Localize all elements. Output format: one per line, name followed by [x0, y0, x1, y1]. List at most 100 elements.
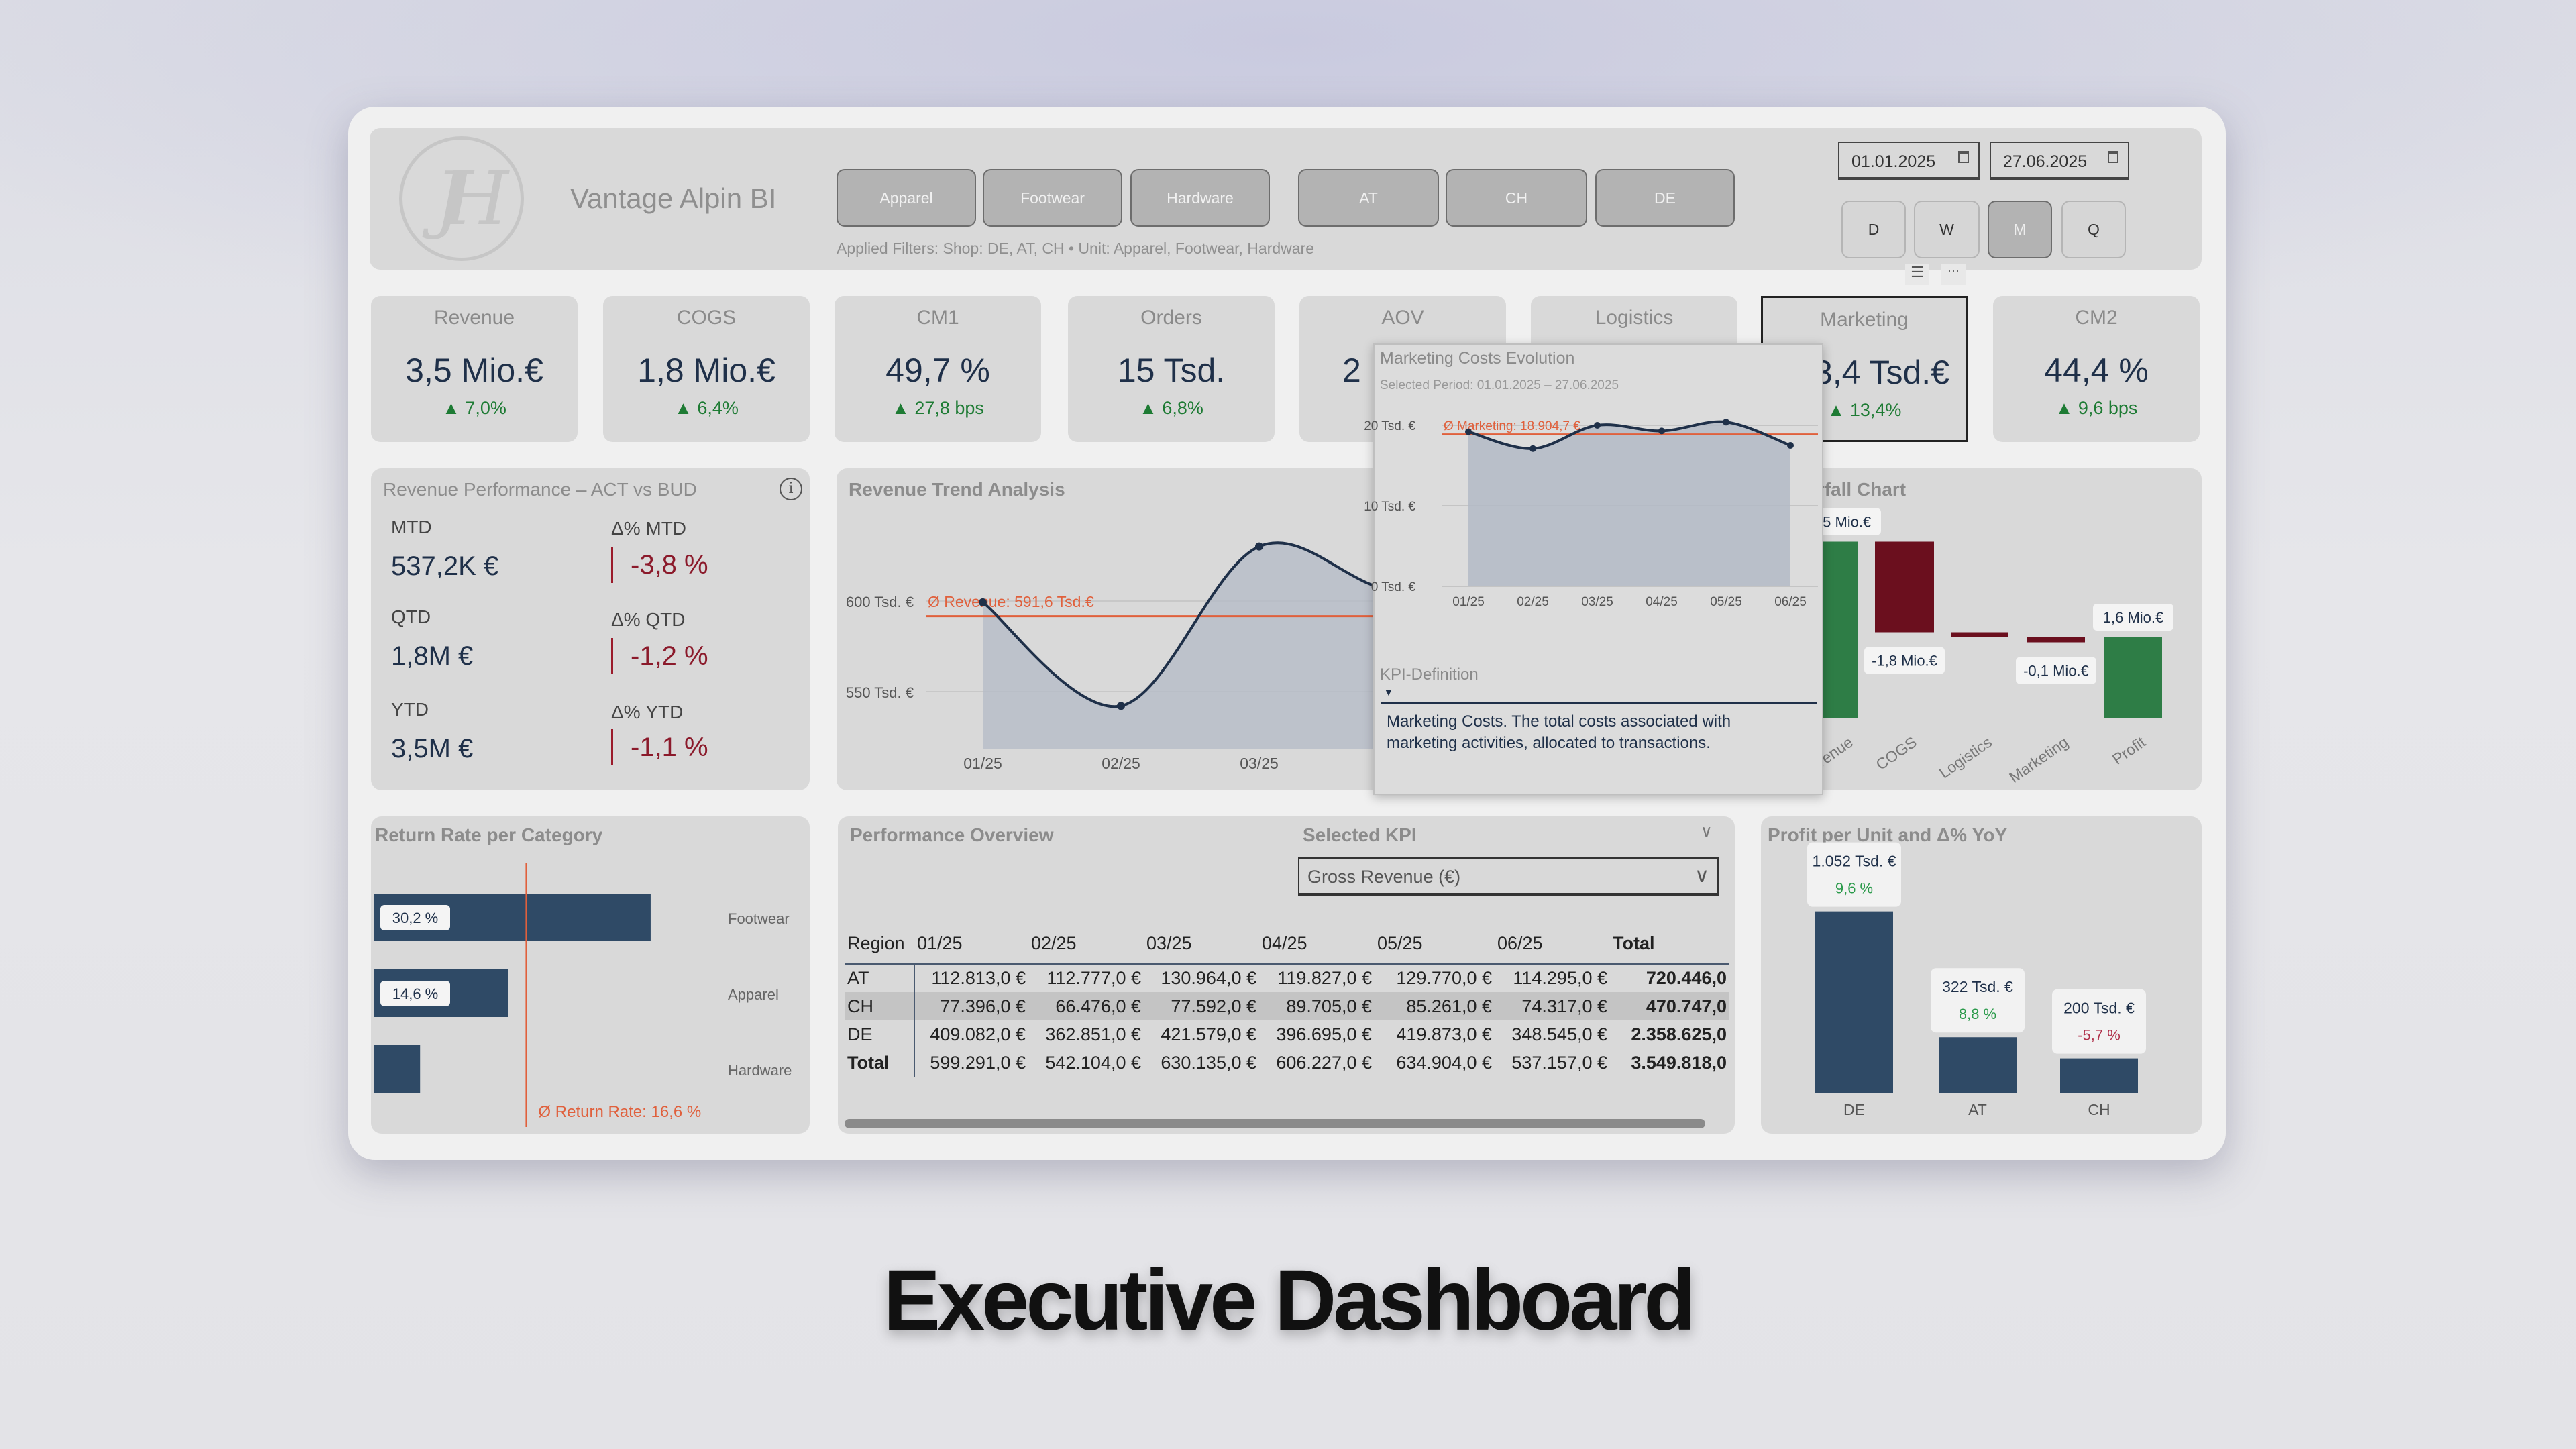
column-header[interactable]: 02/25: [1028, 924, 1144, 965]
profit-per-unit-panel: Profit per Unit and Δ% YoY: [1761, 816, 2202, 1134]
table-header-row: Region 01/25 02/25 03/25 04/25 05/25 06/25 Tota…: [845, 924, 1729, 965]
kpi-title: COGS: [676, 307, 737, 329]
kpi-dropdown[interactable]: Gross Revenue (€) ∨: [1298, 857, 1719, 896]
kpi-card-cm2[interactable]: CM2 44,4 % ▲ 9,6 bps: [1993, 296, 2200, 442]
value-cell: 348.545,0 €: [1511, 1024, 1607, 1044]
date-to-value: 27.06.2025: [2003, 152, 2088, 171]
kpi-card-cm1[interactable]: CM1 49,7 % ▲ 27,8 bps: [835, 296, 1041, 442]
filter-apparel-button[interactable]: Apparel: [837, 169, 976, 227]
applied-filters-text: Applied Filters: Shop: DE, AT, CH • Unit…: [837, 239, 1314, 257]
info-icon[interactable]: i: [780, 478, 802, 500]
date-from-input[interactable]: 01.01.2025: [1838, 142, 1980, 180]
value-cell: 470.747,0: [1646, 996, 1727, 1016]
kpi-card-orders[interactable]: Orders 15 Tsd. ▲ 6,8%: [1068, 296, 1275, 442]
mtd-value: 537,2K €: [391, 551, 499, 581]
value-cell: 537.157,0 €: [1511, 1052, 1607, 1073]
value-cell: 409.082,0 €: [930, 1024, 1026, 1044]
kpi-value: 49,7 %: [885, 352, 990, 389]
filter-icon[interactable]: ☰: [1905, 264, 1929, 285]
tooltip-title: Marketing Costs Evolution: [1380, 349, 1575, 368]
value-cell: 634.904,0 €: [1396, 1052, 1492, 1073]
kpi-title: Orders: [1140, 307, 1202, 329]
value-cell: 112.813,0 €: [931, 968, 1026, 989]
granularity-quarter-button[interactable]: Q: [2061, 201, 2126, 258]
panel-title: Revenue Performance – ACT vs BUD: [383, 479, 697, 500]
region-cell: AT: [845, 964, 915, 992]
filter-hardware-button[interactable]: Hardware: [1130, 169, 1270, 227]
performance-overview-panel: Performance Overview Selected KPI ∨ Gros…: [838, 816, 1735, 1134]
company-logo: JH: [399, 136, 524, 261]
value-cell: 362.851,0 €: [1045, 1024, 1141, 1044]
value-cell: 85.261,0 €: [1406, 996, 1492, 1016]
value-cell: 606.227,0 €: [1276, 1052, 1372, 1073]
calendar-icon[interactable]: [2108, 151, 2118, 163]
mtd-label: MTD: [391, 517, 432, 537]
column-header[interactable]: 03/25: [1144, 924, 1259, 965]
kpi-dropdown-value: Gross Revenue (€): [1307, 867, 1461, 887]
table-row[interactable]: Total 599.291,0 € 542.104,0 € 630.135,0 € 60…: [845, 1049, 1729, 1077]
value-cell: 720.446,0: [1646, 968, 1727, 989]
table-row[interactable]: AT 112.813,0 € 112.777,0 € 130.964,0 € 119.8…: [845, 964, 1729, 992]
kpi-card-cogs[interactable]: COGS 1,8 Mio.€ ▲ 6,4%: [603, 296, 810, 442]
granularity-month-button[interactable]: M: [1988, 201, 2052, 258]
kpi-value: 2: [1342, 352, 1361, 389]
tooltip-period: Selected Period: 01.01.2025 – 27.06.2025: [1380, 378, 1619, 392]
column-header[interactable]: Region: [845, 924, 914, 965]
chevron-down-icon: ∨: [1695, 865, 1709, 887]
qtd-delta-label: Δ% QTD: [611, 609, 686, 630]
value-cell: 112.777,0 €: [1046, 968, 1141, 989]
date-to-input[interactable]: 27.06.2025: [1990, 142, 2129, 180]
kpi-delta: ▲ 6,4%: [674, 398, 739, 418]
value-cell: 396.695,0 €: [1276, 1024, 1372, 1044]
value-cell: 119.827,0 €: [1277, 968, 1372, 989]
filter-footwear-button[interactable]: Footwear: [983, 169, 1122, 227]
filter-shop-ch-button[interactable]: CH: [1446, 169, 1587, 227]
value-cell: 3.549.818,0: [1631, 1052, 1727, 1073]
value-cell: 2.358.625,0: [1631, 1024, 1727, 1044]
column-header[interactable]: 01/25: [914, 924, 1028, 965]
table-row[interactable]: CH 77.396,0 € 66.476,0 € 77.592,0 € 89.705,0…: [845, 992, 1729, 1020]
granularity-week-button[interactable]: W: [1914, 201, 1980, 258]
kpi-title: Revenue: [433, 307, 515, 329]
region-cell: DE: [845, 1020, 915, 1049]
column-header[interactable]: 04/25: [1259, 924, 1375, 965]
app-title: Vantage Alpin BI: [570, 182, 777, 214]
filter-shop-de-button[interactable]: DE: [1595, 169, 1735, 227]
region-cell: CH: [845, 992, 915, 1020]
collapse-chevron-icon[interactable]: ∨: [1701, 822, 1713, 841]
waterfall-panel: Waterfall Chart: [1761, 468, 2202, 790]
calendar-icon[interactable]: [1958, 151, 1969, 163]
mtd-delta-value: -3,8 %: [611, 547, 708, 583]
kpi-title: AOV: [1381, 307, 1424, 329]
value-cell: 89.705,0 €: [1286, 996, 1372, 1016]
value-cell: 419.873,0 €: [1396, 1024, 1492, 1044]
region-cell: Total: [845, 1049, 915, 1077]
filter-shop-at-button[interactable]: AT: [1298, 169, 1439, 227]
kpi-delta: ▲ 13,4%: [1827, 400, 1902, 420]
more-options-icon[interactable]: ···: [1941, 264, 1966, 285]
kpi-title: CM2: [2075, 307, 2118, 329]
kpi-delta: ▲ 9,6 bps: [2055, 398, 2138, 418]
value-cell: 542.104,0 €: [1045, 1052, 1141, 1073]
expand-triangle-icon[interactable]: ▼: [1384, 687, 1393, 698]
column-header[interactable]: 05/25: [1375, 924, 1495, 965]
qtd-delta-value: -1,2 %: [611, 638, 708, 674]
kpi-card-revenue[interactable]: Revenue 3,5 Mio.€ ▲ 7,0%: [371, 296, 578, 442]
divider: [1381, 702, 1817, 704]
ytd-value: 3,5M €: [391, 734, 474, 763]
value-cell: 77.592,0 €: [1171, 996, 1256, 1016]
column-header[interactable]: 06/25: [1495, 924, 1610, 965]
horizontal-scrollbar[interactable]: [845, 1119, 1705, 1128]
value-cell: 66.476,0 €: [1055, 996, 1141, 1016]
performance-table: Region 01/25 02/25 03/25 04/25 05/25 06/25 Tota…: [845, 924, 1729, 1077]
value-cell: 421.579,0 €: [1161, 1024, 1256, 1044]
table-row[interactable]: DE 409.082,0 € 362.851,0 € 421.579,0 € 396.6…: [845, 1020, 1729, 1049]
ytd-delta-value: -1,1 %: [611, 729, 708, 765]
selected-kpi-label: Selected KPI: [1303, 824, 1417, 845]
value-cell: 130.964,0 €: [1161, 968, 1256, 989]
granularity-day-button[interactable]: D: [1841, 201, 1906, 258]
kpi-title: Marketing: [1820, 309, 1909, 331]
kpi-value: 3,5 Mio.€: [405, 352, 543, 389]
kpi-value: 15 Tsd.: [1117, 352, 1226, 389]
column-header[interactable]: Total: [1610, 924, 1729, 965]
